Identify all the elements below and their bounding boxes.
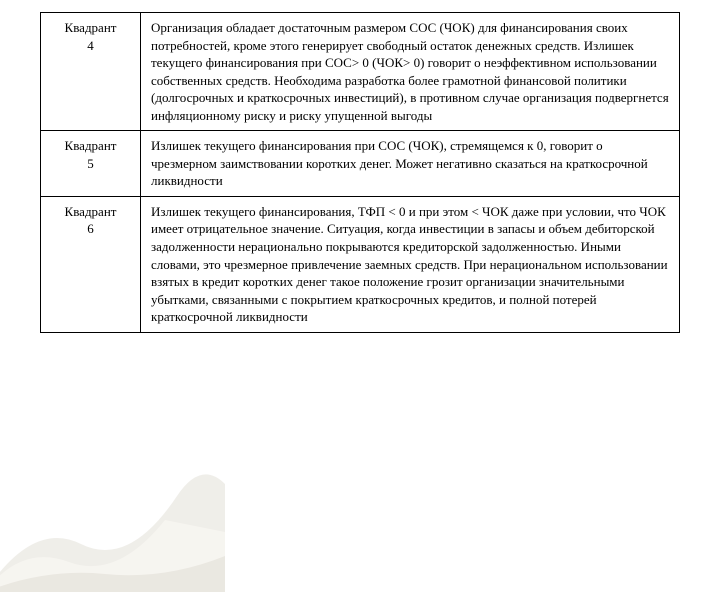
label-line2: 6: [87, 221, 94, 236]
label-line1: Квадрант: [65, 20, 117, 35]
quadrant-table: Квадрант 4 Организация обладает достаточ…: [40, 12, 680, 333]
table-row: Квадрант 4 Организация обладает достаточ…: [41, 13, 680, 131]
row-desc-cell: Излишек текущего финансирования, ТФП < 0…: [141, 196, 680, 332]
label-line2: 5: [87, 156, 94, 171]
row-label-cell: Квадрант 5: [41, 131, 141, 197]
label-line2: 4: [87, 38, 94, 53]
row-label-cell: Квадрант 6: [41, 196, 141, 332]
table-row: Квадрант 6 Излишек текущего финансирован…: [41, 196, 680, 332]
background-decoration: [0, 412, 230, 592]
label-line1: Квадрант: [65, 138, 117, 153]
row-label-cell: Квадрант 4: [41, 13, 141, 131]
table-row: Квадрант 5 Излишек текущего финансирован…: [41, 131, 680, 197]
label-line1: Квадрант: [65, 204, 117, 219]
row-desc-cell: Организация обладает достаточным размеро…: [141, 13, 680, 131]
row-desc-cell: Излишек текущего финансирования при СОС …: [141, 131, 680, 197]
